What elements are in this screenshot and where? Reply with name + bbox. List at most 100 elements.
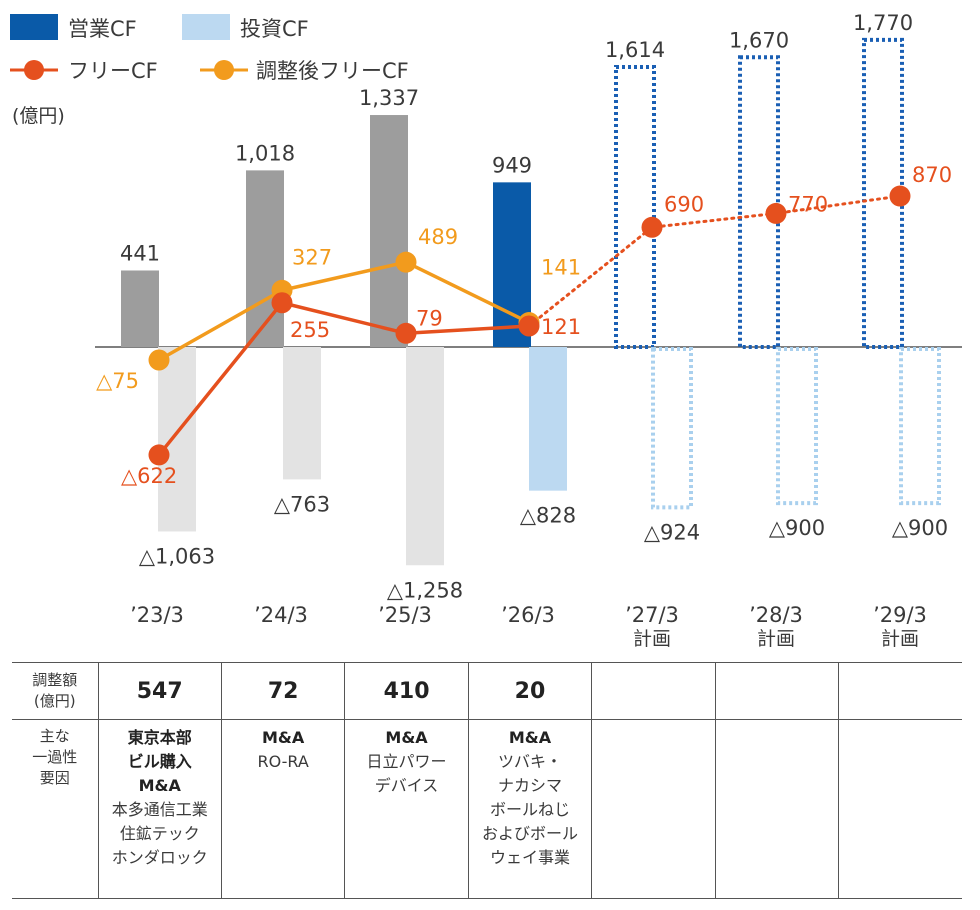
operating-cf-label-253: 1,337 <box>359 86 419 110</box>
category-label-273-sub: 計画 <box>633 628 671 650</box>
free-cf-point-293 <box>889 185 911 207</box>
adjusted-free-cf-label-243: 327 <box>292 245 332 269</box>
free-cf-point-273 <box>641 216 663 238</box>
category-label-293: ’29/3 <box>873 603 927 627</box>
factor-item: M&A <box>508 728 552 747</box>
free-cf-label-263: 121 <box>541 315 581 339</box>
investing-cf-label-263: △828 <box>520 504 576 528</box>
adjustment-row: 調整額 (億円) 547 72 410 20 <box>12 662 962 720</box>
factors-header-line1: 主な <box>39 727 70 745</box>
adjustment-factors-table: 調整額 (億円) 547 72 410 20 主な 一過性 要因 東京本部 ビル購… <box>12 662 962 899</box>
factors-cell-2903 <box>838 719 962 899</box>
operating-cf-label-233: 441 <box>120 241 160 265</box>
investing-cf-label-293: △900 <box>892 516 948 540</box>
factors-cell-2603: M&A ツバキ・ナカシマボールねじおよびボール ウェイ事業 <box>468 719 593 899</box>
investing-cf-bar-293 <box>899 347 941 506</box>
factors-cell-2403: M&A RO-RA <box>221 719 346 899</box>
adjustment-value-2603: 20 <box>468 662 593 720</box>
adjustment-value-2503: 410 <box>344 662 469 720</box>
operating-cf-bar-273 <box>614 64 656 349</box>
free-cf-point-283 <box>765 202 787 224</box>
investing-cf-bar-243 <box>283 347 321 480</box>
free-cf-point-243 <box>271 292 293 314</box>
category-label-253: ’25/3 <box>378 603 432 627</box>
investing-cf-label-233: △1,063 <box>139 544 215 568</box>
operating-cf-bar-243 <box>246 170 284 347</box>
factors-cell-2803 <box>715 719 840 899</box>
factor-item: およびボール <box>481 824 578 843</box>
adjusted-free-cf-label-263: 141 <box>541 256 581 280</box>
adjustment-header: 調整額 (億円) <box>12 662 99 720</box>
operating-cf-label-293: 1,770 <box>853 11 913 35</box>
adjusted-free-cf-point-253 <box>395 251 417 273</box>
adjustment-value-2803 <box>715 662 840 720</box>
free-cf-line-plan <box>527 194 902 328</box>
category-label-243: ’24/3 <box>254 603 308 627</box>
legend-label-adjusted-free-cf: 調整後フリーCF <box>256 59 409 83</box>
factors-cell-2703 <box>591 719 716 899</box>
labels-layer: 441 1,018 1,337 949 1,614 1,670 1,770 △1,063 △76… <box>96 11 952 650</box>
factor-item: ツバキ・ <box>497 752 562 771</box>
adjustment-header-line1: 調整額 <box>32 671 78 689</box>
factor-item: RO-RA <box>257 752 309 771</box>
free-cf-label-243: 255 <box>290 318 330 342</box>
legend-label-investing-cf: 投資CF <box>240 17 309 41</box>
factors-cell-2303: 東京本部 ビル購入 M&A 本多通信工業 住鉱テック ホンダロック <box>98 719 222 899</box>
factor-item: 日立パワー <box>366 752 447 771</box>
legend-label-free-cf: フリーCF <box>68 59 158 83</box>
adjusted-free-cf-label-253: 489 <box>418 225 458 249</box>
y-axis-unit: (億円) <box>12 105 65 127</box>
adjusted-free-cf-label-233: △75 <box>96 369 139 393</box>
free-cf-line-actual <box>157 301 530 457</box>
legend-marker-adjusted-free-cf <box>214 60 234 80</box>
lines-layer <box>148 185 911 466</box>
factor-item: ホンダロック <box>111 848 208 867</box>
free-cf-label-293: 870 <box>912 163 952 187</box>
factors-header: 主な 一過性 要因 <box>12 719 99 899</box>
factors-header-line2: 一過性 <box>32 748 78 766</box>
free-cf-point-263 <box>518 315 540 337</box>
operating-cf-label-273: 1,614 <box>605 38 665 62</box>
factor-item: ナカシマ <box>497 776 562 795</box>
investing-cf-label-273: △924 <box>644 520 700 544</box>
adjustment-header-line2: (億円) <box>33 692 76 710</box>
adjustment-value-2903 <box>838 662 962 720</box>
free-cf-label-253: 79 <box>416 306 443 330</box>
legend-marker-free-cf <box>24 60 44 80</box>
legend-swatch-operating-cf <box>10 14 58 40</box>
adjustment-value-2303: 547 <box>98 662 222 720</box>
operating-cf-bar-283 <box>738 55 780 349</box>
adjustment-value-2403: 72 <box>221 662 346 720</box>
factor-item: 住鉱テック <box>119 824 200 843</box>
investing-cf-bar-253 <box>406 347 444 566</box>
category-label-273: ’27/3 <box>625 603 679 627</box>
factor-item: M&A <box>385 728 428 747</box>
free-cf-point-233 <box>148 444 170 466</box>
investing-cf-label-283: △900 <box>769 516 825 540</box>
category-label-283-sub: 計画 <box>757 628 795 650</box>
free-cf-label-233: △622 <box>121 464 177 488</box>
factors-cell-2503: M&A 日立パワーデバイス <box>344 719 469 899</box>
free-cf-point-253 <box>395 322 417 344</box>
investing-cf-bar-263 <box>529 347 567 491</box>
adjusted-free-cf-line <box>158 260 530 362</box>
factor-item: 東京本部 <box>127 728 192 747</box>
adjusted-free-cf-point-233 <box>148 349 170 371</box>
factor-item: ウェイ事業 <box>489 848 570 867</box>
investing-cf-bar-283 <box>776 347 818 506</box>
free-cf-label-273: 690 <box>664 192 704 216</box>
investing-cf-bar-273 <box>651 347 693 510</box>
category-label-233: ’23/3 <box>130 603 184 627</box>
category-label-293-sub: 計画 <box>881 628 919 650</box>
cash-flow-chart: 営業CF 投資CF フリーCF 調整後フリーCF (億円) 441 1,018 1,… <box>10 11 962 650</box>
factor-item: M&A <box>138 776 181 795</box>
operating-cf-bar-253 <box>370 115 408 347</box>
factor-item: デバイス <box>374 776 439 795</box>
operating-cf-label-283: 1,670 <box>729 28 789 52</box>
investing-cf-label-243: △763 <box>274 492 330 516</box>
operating-cf-label-243: 1,018 <box>235 141 295 165</box>
factor-item: ボールねじ <box>489 800 570 819</box>
operating-cf-label-263: 949 <box>492 153 532 177</box>
operating-cf-bar-293 <box>862 37 904 349</box>
category-label-283: ’28/3 <box>749 603 803 627</box>
